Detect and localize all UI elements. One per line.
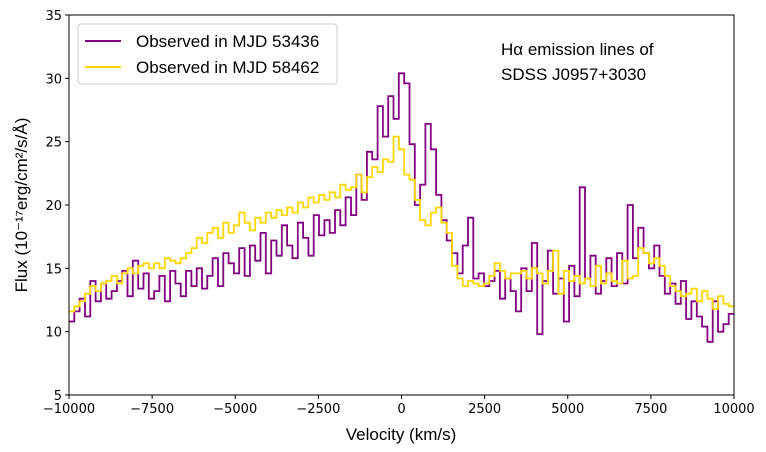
y-tick-label: 10 [45, 326, 62, 341]
y-tick-label: 20 [45, 199, 62, 214]
series-line-0 [69, 72, 734, 343]
y-tick-label: 5 [54, 389, 62, 404]
y-tick-label: 15 [45, 262, 62, 277]
x-tick-label: 2500 [468, 402, 501, 417]
y-tick-label: 30 [45, 72, 62, 87]
y-tick-label: 25 [45, 136, 62, 151]
legend-box [77, 23, 338, 85]
x-axis-title: Velocity (km/s) [346, 425, 457, 444]
y-axis-title: Flux (10⁻¹⁷erg/cm²/s/Å) [12, 118, 31, 293]
annotation-line-1: Hα emission lines of [501, 40, 654, 59]
y-axis: 5 10 15 20 25 30 35 [45, 9, 69, 404]
series-line-1 [69, 135, 734, 313]
x-axis: −10000 −7500 −5000 −2500 0 2500 5000 7500 10000 [43, 395, 755, 417]
x-tick-label: 10000 [713, 402, 754, 417]
legend-label-series-1: Observed in MJD 58462 [136, 58, 319, 77]
annotation-line-2: SDSS J0957+3030 [501, 65, 646, 84]
x-tick-label: −5000 [213, 402, 257, 417]
x-tick-label: −10000 [43, 402, 95, 417]
series-layer [69, 72, 734, 343]
x-tick-label: 7500 [634, 402, 667, 417]
legend: Observed in MJD 53436 Observed in MJD 58… [77, 23, 338, 85]
legend-label-series-0: Observed in MJD 53436 [136, 32, 319, 51]
x-tick-label: −7500 [130, 402, 174, 417]
x-tick-label: 0 [397, 402, 405, 417]
y-tick-label: 35 [45, 9, 62, 24]
x-tick-label: 5000 [551, 402, 584, 417]
x-tick-label: −2500 [296, 402, 340, 417]
